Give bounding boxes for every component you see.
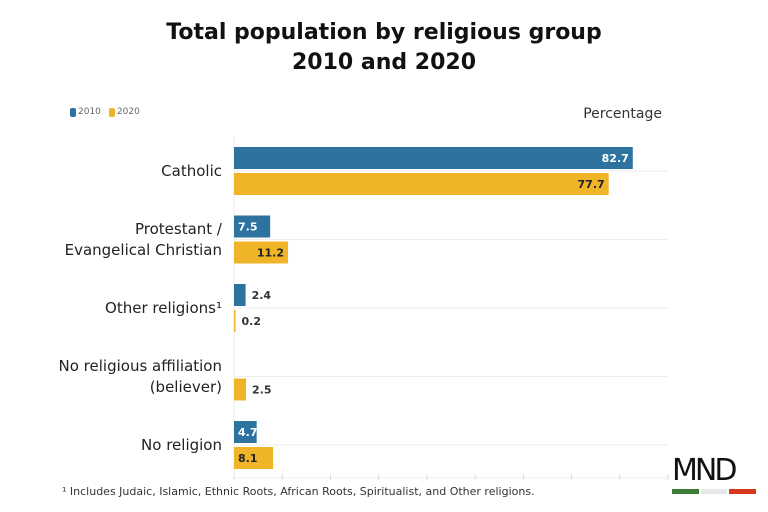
unit-label: Percentage: [583, 106, 662, 122]
legend-item-2020: 2020: [108, 107, 140, 117]
legend-swatch: [70, 107, 76, 117]
bar-2010: [234, 215, 271, 238]
data-label: 82.7: [602, 152, 629, 165]
bar-2010: [234, 421, 257, 443]
category-label: (believer): [150, 378, 222, 396]
mnd-logo: MND: [672, 453, 757, 494]
bar-2010: [234, 147, 633, 169]
bar-2020: [234, 173, 609, 195]
data-label: 77.7: [578, 178, 605, 191]
data-label: 8.1: [238, 452, 258, 465]
bar-2010: [234, 284, 246, 306]
chart-title: Total population by religious group 2010…: [0, 18, 768, 78]
legend-label: 2010: [78, 107, 101, 117]
category-label: Protestant /: [135, 220, 223, 238]
title-line-1: Total population by religious group: [166, 20, 602, 45]
bar-2020: [234, 241, 289, 264]
title-line-2: 2010 and 2020: [291, 50, 477, 75]
legend-label: 2020: [116, 107, 140, 117]
data-label: 4.7: [238, 426, 258, 439]
legend-swatch: [108, 107, 115, 117]
legend: 2010 2020: [70, 107, 140, 117]
category-label: No religious affiliation: [59, 357, 222, 375]
bar-2020: [234, 310, 236, 332]
bar-2020: [234, 447, 274, 469]
data-label: 0.2: [242, 315, 262, 328]
legend-item-2010: 2010: [70, 107, 101, 117]
footnote: ¹ Includes Judaic, Islamic, Ethnic Roots…: [62, 485, 535, 498]
category-label: Other religions¹: [105, 299, 222, 317]
logo-text: MND: [672, 453, 737, 488]
data-label: 7.5: [238, 221, 258, 234]
category-label: No religion: [141, 436, 222, 454]
bar-2020: [234, 378, 247, 401]
category-label: Evangelical Christian: [65, 241, 222, 259]
data-label: 2.5: [252, 384, 271, 397]
logo-flag: [672, 489, 757, 494]
data-label: 2.4: [252, 289, 272, 302]
data-label: 11.2: [257, 247, 284, 260]
category-label: Catholic: [161, 162, 222, 180]
